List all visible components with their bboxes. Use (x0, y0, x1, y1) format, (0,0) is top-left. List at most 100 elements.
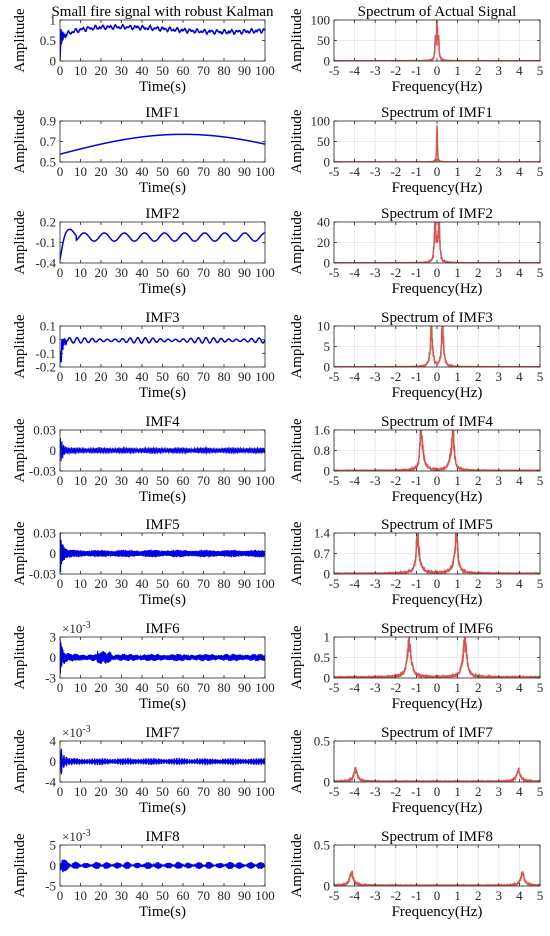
x-tick-label: 3 (496, 680, 503, 695)
x-tick-label: 20 (95, 63, 108, 78)
time-series-line (60, 23, 265, 60)
x-tick-label: 5 (537, 576, 544, 591)
x-tick-label: 70 (197, 888, 210, 903)
y-tick-label: 0 (50, 332, 57, 347)
x-tick-label: 0 (434, 369, 441, 384)
x-tick-label: 30 (115, 369, 128, 384)
x-tick-label: 20 (95, 164, 108, 179)
x-tick-label: 100 (255, 63, 275, 78)
x-tick-label: -3 (370, 680, 381, 695)
x-axis-label: Frequency(Hz) (392, 592, 483, 608)
x-tick-label: 80 (218, 680, 231, 695)
plot-area (60, 326, 265, 367)
x-tick-label: 10 (74, 164, 87, 179)
panel-title: IMF4 (145, 414, 180, 430)
y-tick-label: 0 (50, 546, 57, 561)
panel-title: IMF8 (145, 829, 179, 845)
x-tick-label: 30 (115, 63, 128, 78)
y-tick-label: 0.5 (40, 155, 56, 170)
x-tick-label: 2 (475, 784, 482, 799)
x-tick-label: 1 (454, 888, 461, 903)
time-series-line (60, 133, 265, 155)
x-tick-label: 0 (57, 680, 64, 695)
x-tick-label: 90 (238, 784, 251, 799)
x-tick-label: 0 (434, 680, 441, 695)
x-tick-label: 4 (516, 473, 523, 488)
y-tick-label: 100 (311, 13, 331, 28)
x-tick-label: 90 (238, 265, 251, 280)
panel-title: IMF5 (145, 517, 179, 533)
x-tick-label: -4 (349, 473, 360, 488)
x-tick-label: 1 (454, 576, 461, 591)
x-tick-label: 4 (516, 63, 523, 78)
x-tick-label: 100 (255, 680, 275, 695)
x-tick-label: 80 (218, 164, 231, 179)
x-tick-label: 90 (238, 680, 251, 695)
panel-time-8: 0 10 20 30 40 50 60 70 80 90 100-505×10-3 IMF8Time(… (12, 828, 275, 920)
y-tick-label: 0.5 (40, 33, 56, 48)
x-tick-label: 1 (454, 473, 461, 488)
panel-title: Spectrum of IMF1 (381, 105, 493, 121)
y-axis-label: Amplitude (289, 729, 305, 794)
x-tick-label: 40 (136, 63, 149, 78)
x-tick-label: 60 (177, 369, 190, 384)
y-tick-label: 100 (311, 114, 331, 129)
y-tick-label: -4 (45, 775, 56, 790)
x-tick-label: 40 (136, 473, 149, 488)
x-tick-label: 1 (454, 680, 461, 695)
time-series-line (60, 748, 265, 775)
time-series-line (60, 228, 265, 260)
x-tick-label: 60 (177, 888, 190, 903)
x-tick-label: 20 (95, 576, 108, 591)
x-tick-label: 30 (115, 784, 128, 799)
axis-exponent: ×10-3 (62, 828, 91, 844)
panel-time-7: 0 10 20 30 40 50 60 70 80 90 100-404×10-3 IMF7Time(… (12, 724, 275, 816)
y-tick-label: 0 (50, 650, 57, 665)
x-tick-label: 20 (95, 680, 108, 695)
x-axis-label: Time(s) (139, 696, 186, 712)
x-tick-label: 2 (475, 888, 482, 903)
y-tick-label: 0 (324, 775, 331, 790)
y-tick-label: 0.5 (314, 838, 330, 853)
y-tick-label: -0.4 (35, 256, 56, 271)
x-tick-label: 50 (156, 265, 169, 280)
x-tick-label: 70 (197, 369, 210, 384)
x-tick-label: 60 (177, 473, 190, 488)
y-tick-label: 0 (324, 155, 331, 170)
axis-exponent: ×10-3 (62, 620, 91, 636)
x-tick-label: 10 (74, 265, 87, 280)
x-tick-label: -2 (390, 473, 401, 488)
x-tick-label: 70 (197, 576, 210, 591)
x-tick-label: 20 (95, 369, 108, 384)
x-tick-label: 60 (177, 164, 190, 179)
y-tick-label: 5 (50, 838, 57, 853)
plot-area (60, 121, 265, 162)
panel-title: IMF7 (145, 725, 180, 741)
x-tick-label: 30 (115, 576, 128, 591)
x-tick-label: -3 (370, 265, 381, 280)
x-tick-label: 40 (136, 265, 149, 280)
panel-time-6: 0 10 20 30 40 50 60 70 80 90 100-303×10-3 IMF6Time(… (12, 620, 275, 712)
y-tick-label: 10 (317, 319, 330, 334)
x-tick-label: -4 (349, 369, 360, 384)
x-tick-label: -1 (411, 265, 422, 280)
x-tick-label: 90 (238, 63, 251, 78)
x-tick-label: 100 (255, 164, 275, 179)
x-tick-label: 0 (434, 164, 441, 179)
y-tick-label: 0.5 (314, 650, 330, 665)
panel-time-2: 0 10 20 30 40 50 60 70 80 90 100 -0.4 -0.1 0.2 IMF2 Tim… (12, 206, 275, 297)
x-tick-label: -4 (349, 164, 360, 179)
y-tick-label: -3 (45, 671, 56, 686)
x-axis-label: Frequency(Hz) (392, 180, 483, 196)
y-tick-label: 0.03 (33, 526, 56, 541)
x-tick-label: 5 (537, 164, 544, 179)
y-axis-label: Amplitude (12, 625, 28, 690)
axis-exponent: ×10-3 (62, 724, 91, 740)
x-tick-label: 100 (255, 784, 275, 799)
x-tick-label: -5 (329, 784, 340, 799)
x-tick-label: -5 (329, 63, 340, 78)
panel-title: Spectrum of IMF2 (381, 206, 493, 222)
x-axis-label: Time(s) (139, 180, 186, 196)
